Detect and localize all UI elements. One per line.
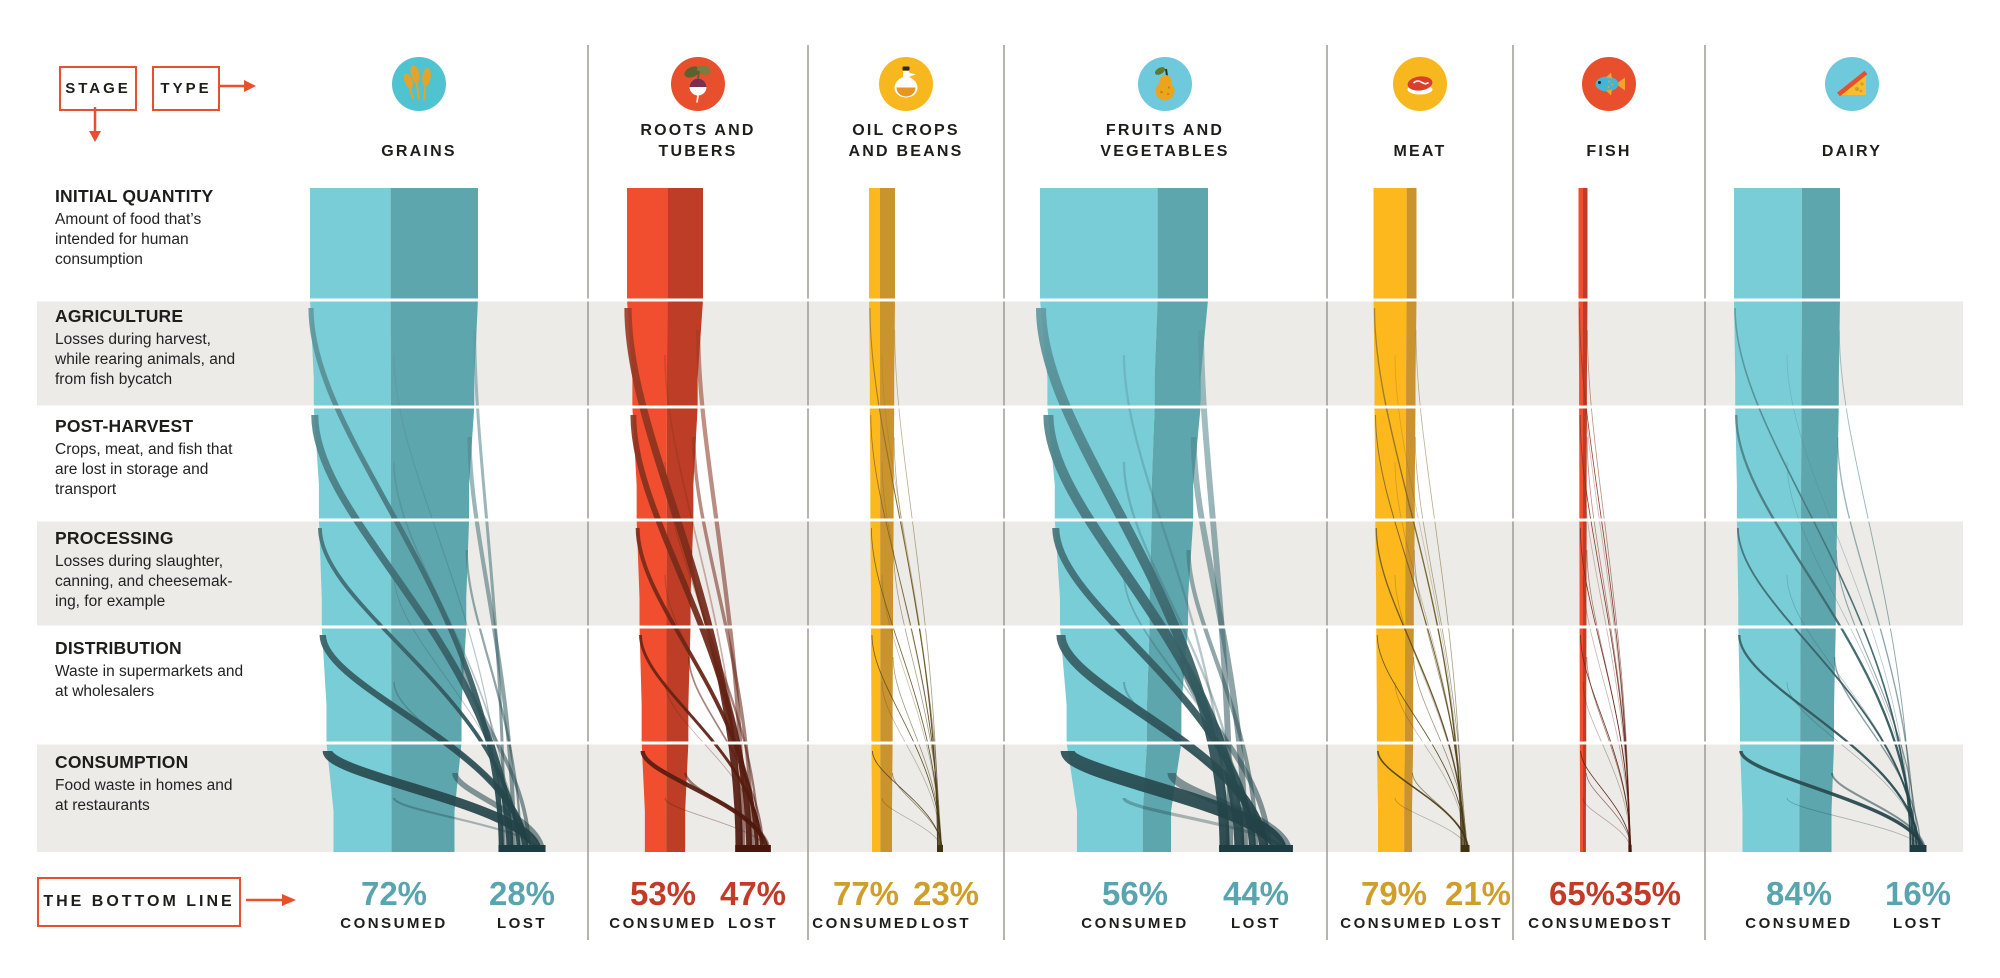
pear-icon	[1138, 57, 1192, 111]
dairy-consumed-pct: 84%	[1765, 875, 1833, 912]
grains-consumed-pct: 72%	[360, 875, 428, 912]
bottom-line-arrow-right-icon	[246, 894, 296, 906]
type-tag-label: TYPE	[160, 80, 212, 97]
meat-consumed-pct: 79%	[1360, 875, 1428, 912]
roots-lost-pct: 47%	[719, 875, 787, 912]
type-tag-box: TYPE	[152, 66, 220, 111]
meat-lost-cell: 21% LOST	[1403, 875, 1553, 933]
oil-jug-icon	[879, 57, 933, 111]
dairy-consumed-cell: 84% CONSUMED	[1724, 875, 1874, 933]
bottom-line-tag-box: THE BOTTOM LINE	[37, 877, 241, 927]
stage-tag-box: STAGE	[59, 66, 137, 111]
roots-consumed-cell: 53% CONSUMED	[588, 875, 738, 933]
column-header-oil-crops-beans: OIL CROPS AND BEANS	[816, 54, 996, 162]
fish-consumed-pct: 65%	[1548, 875, 1616, 912]
grains-lost-pct: 28%	[488, 875, 556, 912]
wheat-icon	[392, 57, 446, 111]
fish-icon	[1582, 57, 1636, 111]
grains-lost-cell: 28% LOST	[447, 875, 597, 933]
bottom-line-label: THE BOTTOM LINE	[43, 893, 235, 910]
column-header-fish: FISH	[1519, 54, 1699, 162]
stage-label-agriculture: AGRICULTURE Losses during harvest, while…	[55, 306, 236, 388]
roots-consumed-pct: 53%	[629, 875, 697, 912]
stage-label-initial-quantity: INITIAL QUANTITY Amount of food that’s i…	[55, 186, 214, 268]
column-header-grains: GRAINS	[329, 54, 509, 162]
fish-lost-cell: 35% LOST	[1573, 875, 1723, 933]
oil-consumed-pct: 77%	[832, 875, 900, 912]
stage-label-post-harvest: POST-HARVEST Crops, meat, and fish that …	[55, 416, 233, 498]
column-header-fruits-vegetables: FRUITS AND VEGETABLES	[1075, 54, 1255, 162]
beet-icon	[671, 57, 725, 111]
oil-consumed-cell: 77% CONSUMED	[791, 875, 941, 933]
steak-icon	[1393, 57, 1447, 111]
stage-arrow-down-icon	[89, 107, 101, 142]
column-header-meat: MEAT	[1330, 54, 1510, 162]
stage-label-consumption: CONSUMPTION Food waste in homes and at r…	[55, 752, 233, 814]
stage-tag-label: STAGE	[65, 80, 131, 97]
stage-label-processing: PROCESSING Losses during slaughter, cann…	[55, 528, 233, 610]
dairy-lost-cell: 16% LOST	[1843, 875, 1993, 933]
fruits-consumed-pct: 56%	[1101, 875, 1169, 912]
stage-label-distribution: DISTRIBUTION Waste in supermarkets and a…	[55, 638, 244, 700]
oil-lost-cell: 23% LOST	[871, 875, 1021, 933]
fruits-lost-pct: 44%	[1222, 875, 1290, 912]
oil-lost-pct: 23%	[912, 875, 980, 912]
type-arrow-right-icon	[218, 80, 256, 92]
meat-consumed-cell: 79% CONSUMED	[1319, 875, 1469, 933]
fruits-lost-cell: 44% LOST	[1181, 875, 1331, 933]
cheese-icon	[1825, 57, 1879, 111]
roots-lost-cell: 47% LOST	[678, 875, 828, 933]
fruits-consumed-cell: 56% CONSUMED	[1060, 875, 1210, 933]
grains-consumed-cell: 72% CONSUMED	[319, 875, 469, 933]
fish-lost-pct: 35%	[1614, 875, 1682, 912]
column-header-dairy: DAIRY	[1762, 54, 1942, 162]
fish-consumed-cell: 65% CONSUMED	[1507, 875, 1657, 933]
column-header-roots-tubers: ROOTS AND TUBERS	[608, 54, 788, 162]
dairy-lost-pct: 16%	[1884, 875, 1952, 912]
meat-lost-pct: 21%	[1444, 875, 1512, 912]
